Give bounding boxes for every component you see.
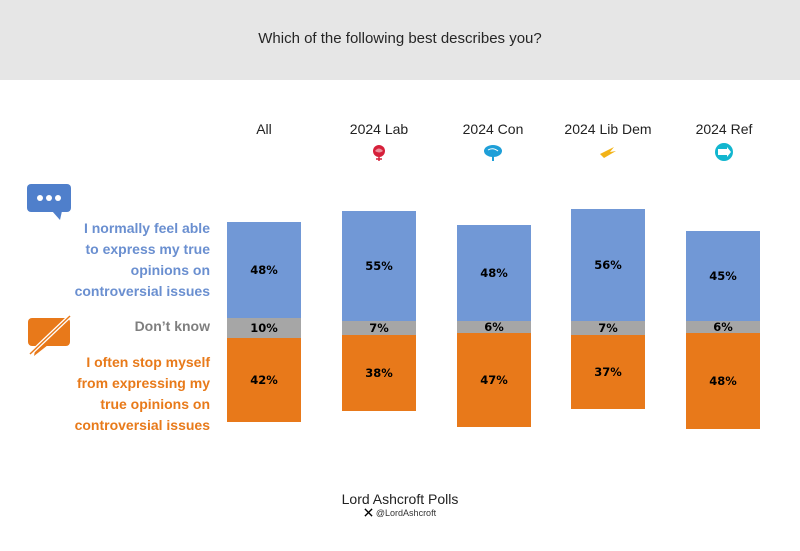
source-credit: Lord Ashcroft Polls [341, 491, 459, 507]
legend-dont-know: Don’t know [134, 318, 210, 334]
label-express-2: 48% [480, 266, 508, 280]
bar-dont-know-0 [227, 318, 301, 338]
column-label-con: 2024 Con [462, 121, 524, 137]
bar-dont-know-1 [342, 321, 416, 335]
bar-stop-2 [457, 333, 531, 427]
label-stop-4: 48% [709, 374, 737, 388]
x-logo-icon [364, 508, 373, 517]
bar-dont-know-4 [686, 321, 760, 333]
label-express-3: 56% [594, 258, 622, 272]
bar-stop-1 [342, 335, 416, 411]
bar-dont-know-3 [571, 321, 645, 335]
muted-speech-icon [28, 314, 72, 356]
label-dont-know-1: 7% [369, 321, 389, 335]
conservative-tree-icon [484, 145, 502, 161]
label-stop-3: 37% [594, 365, 622, 379]
label-express-1: 55% [365, 259, 393, 273]
legend-stop: I often stop myself from expressing my t… [74, 354, 210, 433]
label-express-4: 45% [709, 269, 737, 283]
twitter-handle: @LordAshcroft [0, 508, 800, 518]
bar-stop-0 [227, 338, 301, 422]
bar-express-0 [227, 222, 301, 318]
bar-express-3 [571, 209, 645, 321]
column-label-libdem: 2024 Lib Dem [564, 121, 652, 137]
column-label-lab: 2024 Lab [349, 121, 409, 137]
bar-stop-3 [571, 335, 645, 409]
column-label-all: All [256, 121, 272, 137]
column-label-ref: 2024 Ref [695, 121, 753, 137]
libdem-bird-icon [600, 147, 616, 158]
title-banner [0, 0, 800, 80]
labour-rose-icon [373, 145, 385, 161]
bar-express-1 [342, 211, 416, 321]
label-dont-know-0: 10% [250, 321, 278, 335]
bar-stop-4 [686, 333, 760, 429]
legend-express: I normally feel able to express my true … [74, 220, 210, 299]
label-dont-know-4: 6% [713, 320, 733, 334]
label-dont-know-2: 6% [484, 320, 504, 334]
label-stop-0: 42% [250, 373, 278, 387]
label-dont-know-3: 7% [598, 321, 618, 335]
label-express-0: 48% [250, 263, 278, 277]
label-stop-1: 38% [365, 366, 393, 380]
bar-express-2 [457, 225, 531, 321]
reform-arrow-icon [715, 143, 733, 161]
chart-title: Which of the following best describes yo… [258, 30, 542, 47]
bar-dont-know-2 [457, 321, 531, 333]
label-stop-2: 47% [480, 373, 508, 387]
speech-bubble-icon [27, 184, 71, 220]
bar-express-4 [686, 231, 760, 321]
